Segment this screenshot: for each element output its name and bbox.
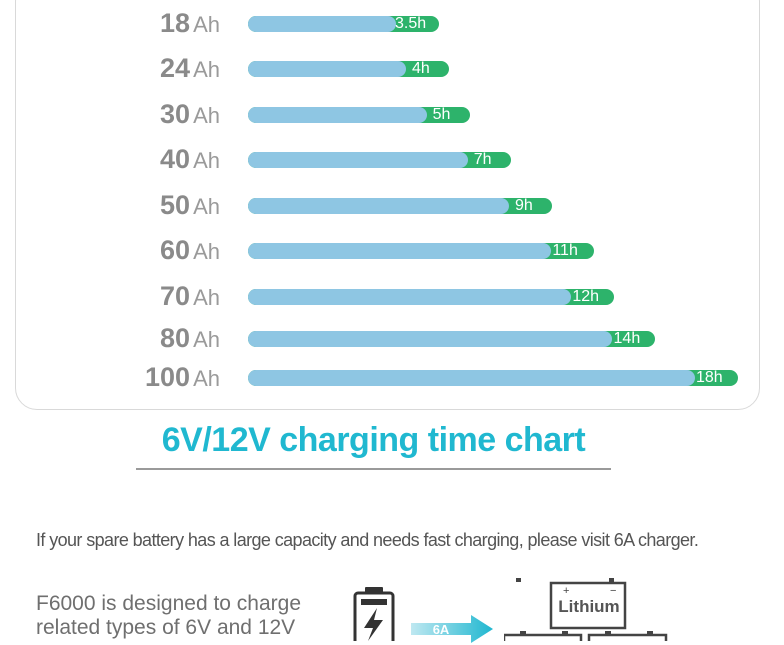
- title-underline: [136, 468, 611, 470]
- charging-time-label: 12h: [572, 288, 600, 305]
- capacity-unit: Ah: [193, 148, 220, 173]
- charging-time-bar: 11h: [248, 242, 594, 259]
- bar-fill: [248, 289, 572, 305]
- charging-time-bar: 12h: [248, 288, 615, 305]
- capacity-value: 70: [160, 281, 191, 311]
- charging-time-label: 4h: [411, 60, 430, 77]
- capacity-unit: Ah: [193, 103, 220, 128]
- charging-time-bar: 3.5h: [248, 15, 440, 32]
- charging-time-bar: 7h: [248, 151, 512, 168]
- bar-fill: [248, 370, 695, 386]
- capacity-unit: Ah: [193, 327, 220, 352]
- capacity-value: 80: [160, 323, 191, 353]
- battery-icon: + − Lithium: [504, 578, 668, 641]
- capacity-unit: Ah: [193, 285, 220, 310]
- capacity-value: 30: [160, 99, 191, 129]
- bar-fill: [248, 16, 397, 32]
- fast-charging-note: If your spare battery has a large capaci…: [36, 530, 699, 550]
- capacity-value: 100: [145, 362, 191, 392]
- capacity-unit: Ah: [193, 12, 220, 37]
- capacity-value: 60: [160, 235, 191, 265]
- capacity-label: 24 Ah: [0, 53, 220, 86]
- charging-time-label: 9h: [514, 197, 533, 214]
- lithium-label: Lithium: [558, 597, 619, 616]
- bar-fill: [248, 61, 407, 77]
- capacity-unit: Ah: [193, 194, 220, 219]
- capacity-value: 24: [160, 53, 191, 83]
- capacity-label: 40 Ah: [0, 144, 220, 177]
- battery-charging-icon: [353, 587, 395, 641]
- description-line-2: related types of 6V and 12V: [36, 616, 296, 639]
- bar-fill: [248, 152, 469, 168]
- capacity-value: 50: [160, 190, 191, 220]
- svg-text:+: +: [563, 585, 569, 597]
- charging-time-label: 11h: [552, 242, 578, 259]
- charging-time-label: 3.5h: [395, 15, 427, 32]
- capacity-label: 50 Ah: [0, 190, 220, 223]
- arrow-label: 6A: [433, 622, 450, 637]
- bar-fill: [248, 331, 613, 347]
- capacity-label: 18 Ah: [0, 8, 220, 41]
- charging-time-label: 18h: [695, 369, 723, 386]
- description-line-1: F6000 is designed to charge: [36, 592, 302, 615]
- bar-fill: [248, 198, 510, 214]
- charging-time-bar: 18h: [248, 369, 738, 386]
- bar-fill: [248, 107, 427, 123]
- charging-time-label: 7h: [473, 151, 492, 168]
- capacity-value: 18: [160, 8, 191, 38]
- charging-time-label: 5h: [432, 106, 451, 123]
- capacity-label: 30 Ah: [0, 99, 220, 132]
- capacity-label: 100 Ah: [0, 362, 220, 395]
- bar-fill: [248, 243, 551, 259]
- chart-title: 6V/12V charging time chart: [161, 421, 586, 459]
- arrow-right-icon: 6A: [411, 615, 493, 643]
- charging-time-bar: 4h: [248, 60, 450, 77]
- capacity-unit: Ah: [193, 57, 220, 82]
- capacity-label: 80 Ah: [0, 323, 220, 356]
- capacity-unit: Ah: [193, 366, 220, 391]
- svg-text:−: −: [610, 585, 616, 597]
- product-description: F6000 is designed to charge related type…: [36, 592, 336, 640]
- capacity-label: 60 Ah: [0, 235, 220, 268]
- charging-time-bar: 5h: [248, 106, 470, 123]
- capacity-value: 40: [160, 144, 191, 174]
- charging-time-label: 14h: [613, 330, 641, 347]
- charging-time-bar: 14h: [248, 330, 656, 347]
- charging-time-bar: 9h: [248, 197, 553, 214]
- capacity-label: 70 Ah: [0, 281, 220, 314]
- capacity-unit: Ah: [193, 239, 220, 264]
